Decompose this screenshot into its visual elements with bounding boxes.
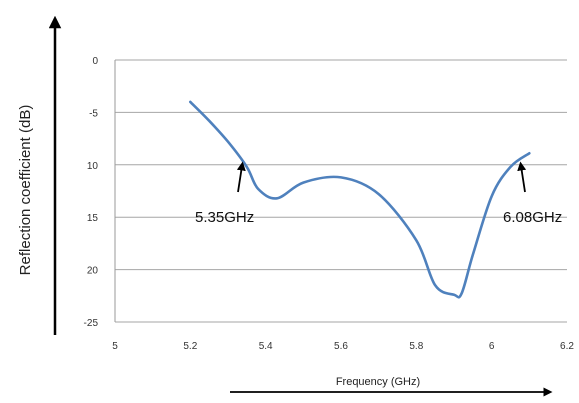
y-tick-label: -25	[84, 318, 99, 329]
x-tick-label: 5.6	[334, 341, 348, 352]
annotation-6-08ghz: 6.08GHz	[503, 209, 562, 226]
reflection-coefficient-line	[189, 100, 531, 299]
y-axis-label: Reflection coefficient (dB)	[17, 105, 34, 276]
x-tick-label: 5.8	[409, 341, 423, 352]
y-tick-label: 15	[87, 213, 99, 224]
x-axis-label: Frequency (GHz)	[336, 376, 420, 388]
annotation-5-35ghz: 5.35GHz	[195, 209, 254, 226]
grid-lines	[115, 59, 567, 323]
y-tick-label: 0	[92, 56, 98, 67]
x-tick-label: 5.2	[183, 341, 197, 352]
y-tick-label: -5	[89, 108, 98, 119]
y-tick-label: 20	[87, 266, 99, 277]
annotation-arrow-5-35	[236, 161, 246, 193]
x-tick-label: 5	[112, 341, 118, 352]
x-tick-label: 6	[489, 341, 495, 352]
y-tick-labels: 0 -5 10 15 20 -25	[84, 56, 99, 329]
x-tick-labels: 5 5.2 5.4 5.6 5.8 6 6.2	[112, 341, 574, 352]
x-tick-label: 5.4	[259, 341, 273, 352]
x-tick-label: 6.2	[560, 341, 574, 352]
annotation-arrow-6-08	[517, 161, 527, 193]
y-tick-label: 10	[87, 161, 99, 172]
